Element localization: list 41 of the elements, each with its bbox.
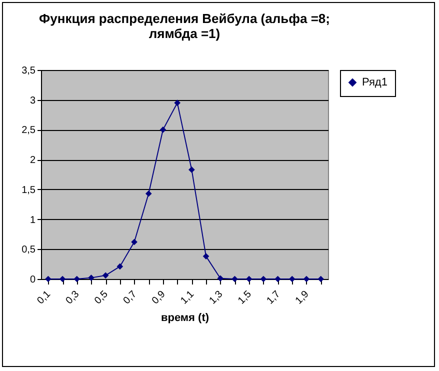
x-tick-label: 0,9 [150,288,168,307]
point [59,276,66,282]
x-tick-label: 1,1 [178,288,197,307]
x-tick-label: 1,3 [208,288,226,307]
x-tick-label: 0,7 [121,288,140,307]
point [45,276,52,282]
chart-title: Функция распределения Вейбула (альфа =8; лямбда =1) [39,11,330,41]
x-tick-label: 1,9 [294,288,312,307]
x-axis-title: время (t) [160,312,210,324]
point [116,263,124,270]
point [174,100,180,106]
x-tick-label: 0,5 [92,288,111,307]
x-tick-label: 0,1 [35,288,54,307]
point [274,276,281,282]
y-tick-label: 0 [30,274,36,286]
y-tick-label: 2 [30,155,36,166]
point [160,126,166,133]
y-tick-label: 2,5 [22,125,36,136]
point [303,276,310,282]
x-tick-label: 0,3 [64,288,82,307]
point [260,276,267,282]
point [131,238,138,246]
y-tick-label: 0,5 [22,244,36,256]
point [88,274,94,281]
point [74,276,80,282]
point [232,276,238,282]
x-tick-label: 1,7 [264,288,283,307]
point [217,275,224,282]
point [102,272,109,279]
legend-label: Ряд1 [362,76,388,88]
y-tick-label: 1,5 [22,184,36,196]
point [246,276,252,282]
y-tick-label: 3 [30,95,36,106]
y-tick-label: 3,5 [22,66,36,76]
point [202,253,210,260]
x-tick-label: 1,5 [236,288,254,307]
point [318,276,324,282]
y-tick-label: 1 [30,214,36,226]
point [188,166,195,173]
point [145,190,152,197]
point [288,276,296,282]
